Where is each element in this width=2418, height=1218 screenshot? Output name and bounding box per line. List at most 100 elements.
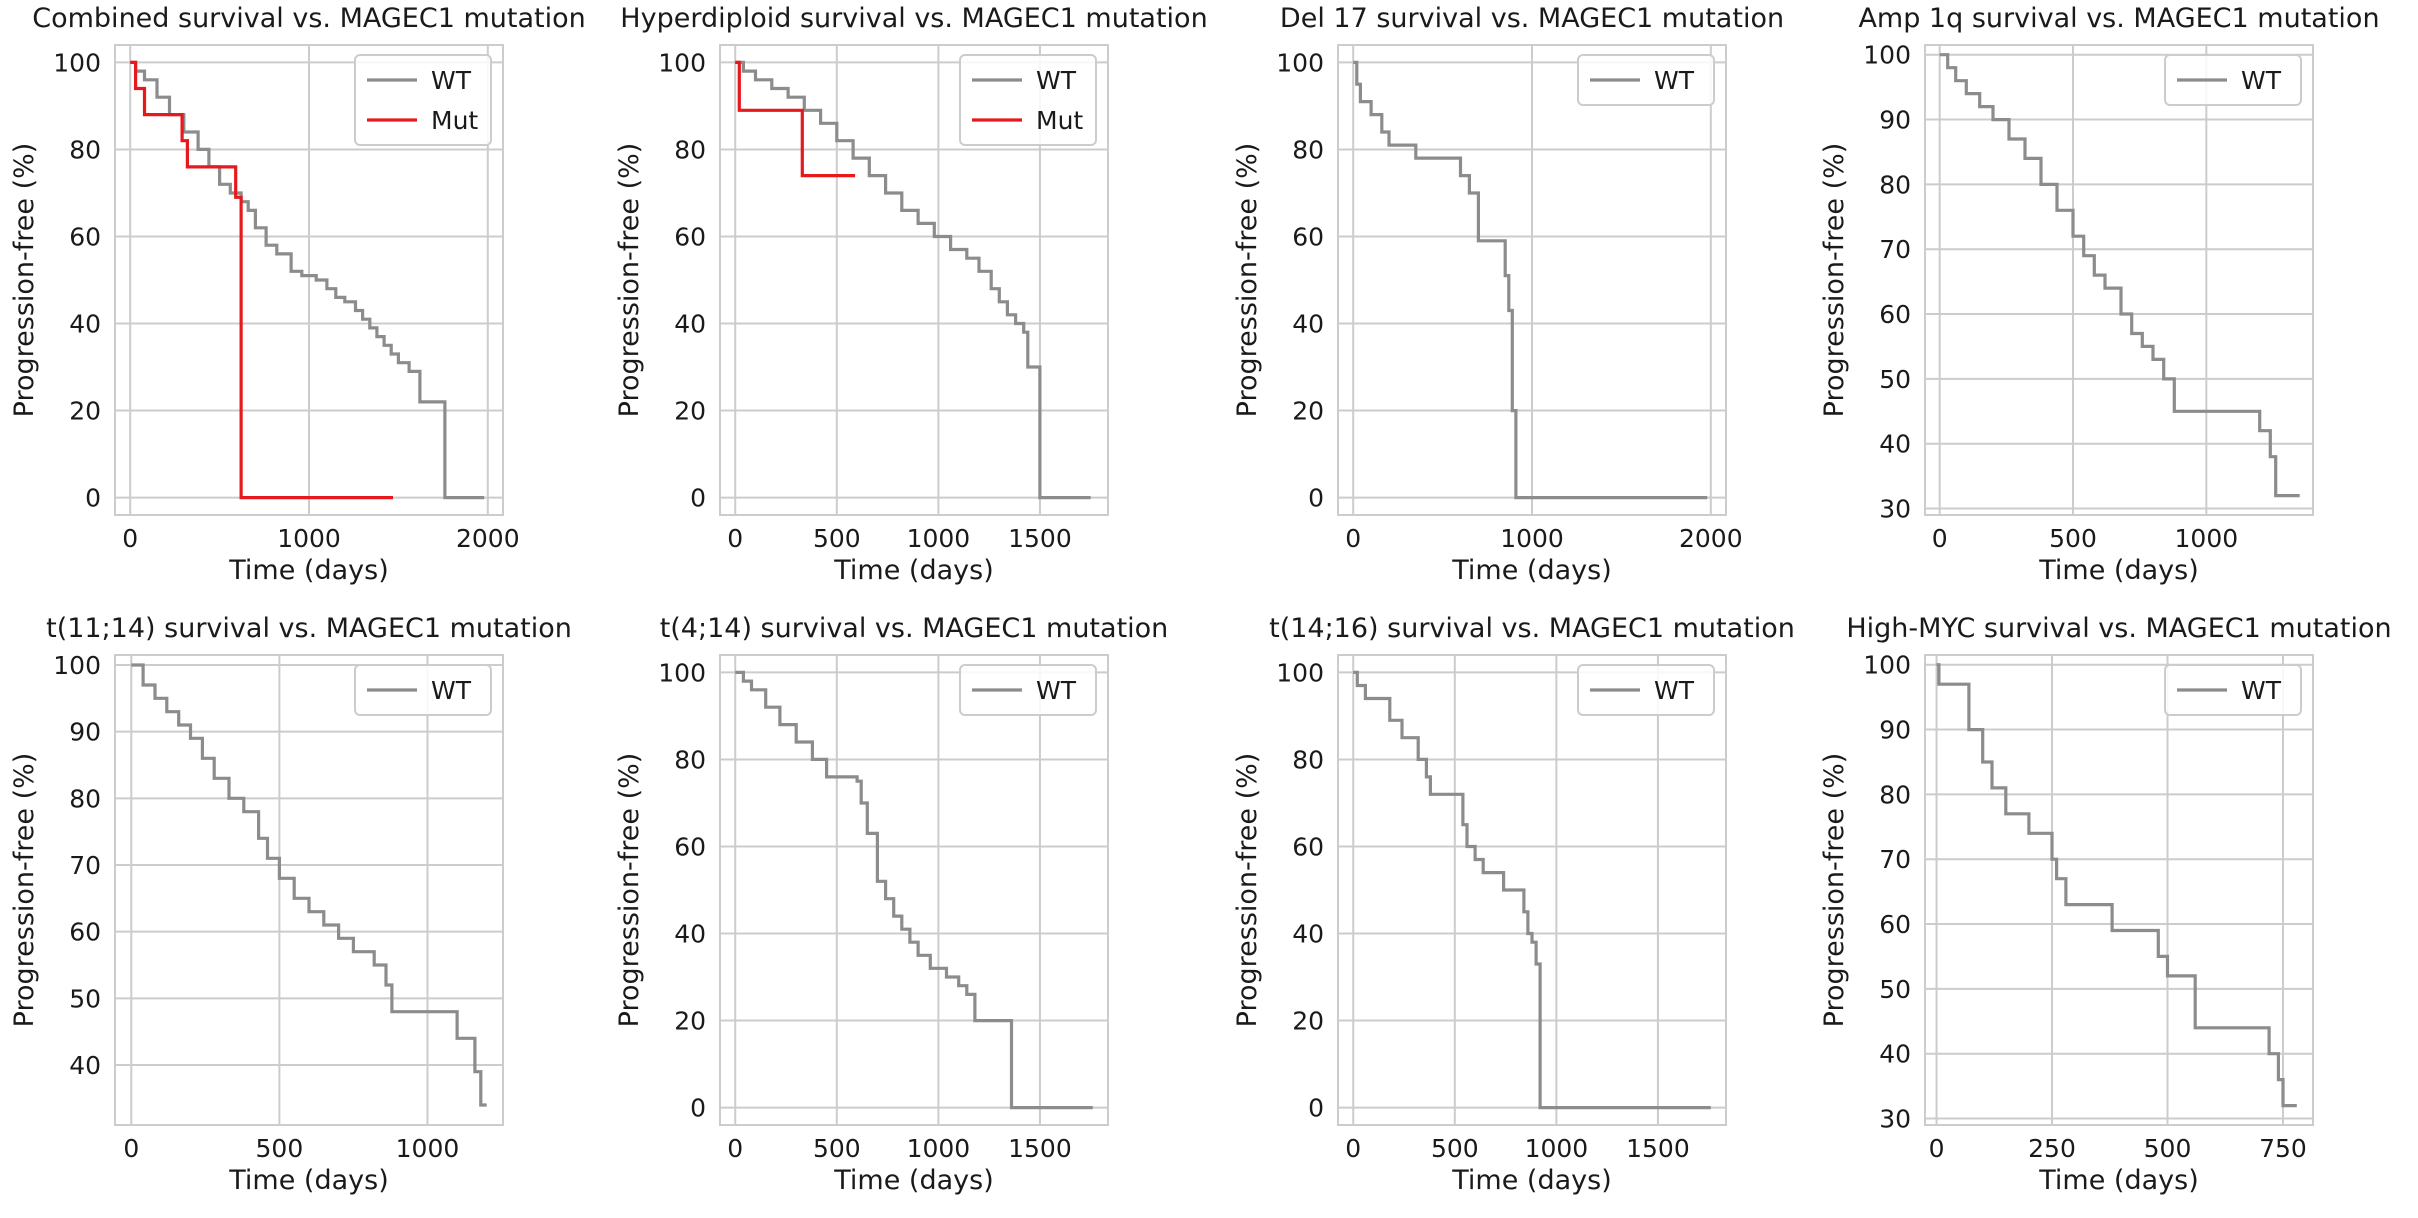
y-tick-label: 20	[674, 1007, 706, 1036]
legend-box	[354, 54, 492, 146]
y-tick-label: 20	[1292, 1007, 1324, 1036]
y-axis-label: Progression-free (%)	[614, 753, 645, 1028]
legend-box	[959, 54, 1097, 146]
y-tick-label: 80	[69, 135, 101, 164]
x-tick-label: 1000	[277, 524, 341, 553]
grid	[115, 655, 503, 1125]
series-line-wt	[131, 663, 487, 1107]
axes-frame	[114, 44, 504, 516]
y-axis-label: Progression-free (%)	[1232, 143, 1263, 418]
y-tick-label: 50	[69, 984, 101, 1013]
x-tick-label: 500	[813, 1134, 861, 1163]
y-tick-label: 20	[69, 397, 101, 426]
x-tick-label: 0	[727, 1134, 743, 1163]
y-tick-label: 60	[1292, 832, 1324, 861]
y-tick-label: 40	[1292, 310, 1324, 339]
legend: WT	[2164, 664, 2302, 716]
y-axis-label: Progression-free (%)	[9, 753, 40, 1028]
y-tick-label: 100	[53, 48, 101, 77]
x-axis-label: Time (days)	[833, 1165, 993, 1196]
y-tick-label: 30	[1879, 1105, 1911, 1134]
legend: WT	[2164, 54, 2302, 106]
x-axis-label: Time (days)	[1451, 555, 1611, 586]
y-tick-label: 40	[69, 1051, 101, 1080]
x-tick-label: 500	[2144, 1134, 2192, 1163]
x-axis-label: Time (days)	[2038, 1165, 2198, 1196]
x-axis-label: Time (days)	[1451, 1165, 1611, 1196]
x-tick-label: 0	[122, 524, 138, 553]
grid	[720, 655, 1108, 1125]
y-tick-label: 40	[674, 920, 706, 949]
y-tick-label: 100	[1863, 651, 1911, 680]
legend-box	[354, 664, 492, 716]
y-tick-label: 40	[1292, 920, 1324, 949]
series-line-wt	[130, 60, 485, 500]
x-tick-label: 750	[2259, 1134, 2307, 1163]
chart-title: t(11;14) survival vs. MAGEC1 mutation	[46, 613, 572, 644]
chart-title: t(4;14) survival vs. MAGEC1 mutation	[660, 613, 1169, 644]
axes-frame	[114, 654, 504, 1126]
x-tick-label: 0	[1345, 524, 1361, 553]
y-tick-label: 40	[1879, 430, 1911, 459]
chart-title: Amp 1q survival vs. MAGEC1 mutation	[1858, 3, 2379, 34]
y-tick-label: 40	[1879, 1040, 1911, 1069]
y-tick-label: 80	[1292, 745, 1324, 774]
y-axis-label: Progression-free (%)	[9, 143, 40, 418]
legend: WT	[354, 664, 492, 716]
x-axis-label: Time (days)	[2038, 555, 2198, 586]
legend-label-wt: WT	[1654, 66, 1695, 95]
x-tick-label: 2000	[456, 524, 520, 553]
y-tick-label: 80	[674, 135, 706, 164]
y-tick-label: 60	[1879, 300, 1911, 329]
x-tick-label: 500	[256, 1134, 304, 1163]
legend: WT	[1577, 54, 1715, 106]
series-line-mut	[735, 60, 856, 178]
x-tick-label: 1000	[907, 524, 971, 553]
y-tick-label: 100	[658, 658, 706, 687]
x-tick-label: 500	[1431, 1134, 1479, 1163]
y-tick-label: 60	[1879, 910, 1911, 939]
y-tick-label: 90	[1879, 106, 1911, 135]
x-axis-label: Time (days)	[228, 1165, 388, 1196]
axes-frame	[719, 44, 1109, 516]
grid	[115, 45, 503, 515]
x-axis-label: Time (days)	[833, 555, 993, 586]
y-tick-label: 50	[1879, 975, 1911, 1004]
y-tick-label: 70	[1879, 235, 1911, 264]
x-tick-label: 1000	[1525, 1134, 1589, 1163]
legend-box	[2164, 54, 2302, 106]
x-tick-label: 0	[1345, 1134, 1361, 1163]
y-tick-label: 60	[69, 222, 101, 251]
y-tick-label: 70	[69, 851, 101, 880]
y-tick-label: 30	[1879, 495, 1911, 524]
y-axis-label: Progression-free (%)	[1819, 143, 1850, 418]
x-tick-label: 1500	[1008, 524, 1072, 553]
legend-label-wt: WT	[431, 676, 472, 705]
y-tick-label: 60	[674, 222, 706, 251]
chart-panel-2: Hyperdiploid survival vs. MAGEC1 mutatio…	[614, 3, 1208, 586]
legend-label-wt: WT	[2241, 676, 2282, 705]
y-tick-label: 0	[690, 484, 706, 513]
y-tick-label: 80	[69, 784, 101, 813]
series-line-wt	[735, 670, 1093, 1110]
series-line-wt	[1353, 670, 1711, 1110]
legend-label-wt: WT	[1036, 66, 1077, 95]
x-tick-label: 250	[2028, 1134, 2076, 1163]
chart-panel-5: t(11;14) survival vs. MAGEC1 mutation 40 5…	[9, 613, 572, 1196]
chart-panel-3: Del 17 survival vs. MAGEC1 mutation 0 20 40…	[1232, 3, 1784, 586]
x-tick-label: 0	[727, 524, 743, 553]
axes-frame	[1924, 654, 2314, 1126]
series-line-wt	[1936, 663, 2297, 1108]
series-line-wt	[735, 60, 1091, 500]
legend-box	[2164, 664, 2302, 716]
chart-panel-7: t(14;16) survival vs. MAGEC1 mutation 0 20…	[1232, 613, 1795, 1196]
axes-frame	[1924, 44, 2314, 516]
x-tick-label: 1000	[907, 1134, 971, 1163]
y-tick-label: 100	[658, 48, 706, 77]
y-tick-label: 80	[1879, 170, 1911, 199]
x-tick-label: 1000	[1500, 524, 1564, 553]
y-tick-label: 0	[85, 484, 101, 513]
axes-frame	[1337, 44, 1727, 516]
y-tick-label: 0	[1308, 1094, 1324, 1123]
chart-panel-6: t(4;14) survival vs. MAGEC1 mutation 0 20 4…	[614, 613, 1168, 1196]
